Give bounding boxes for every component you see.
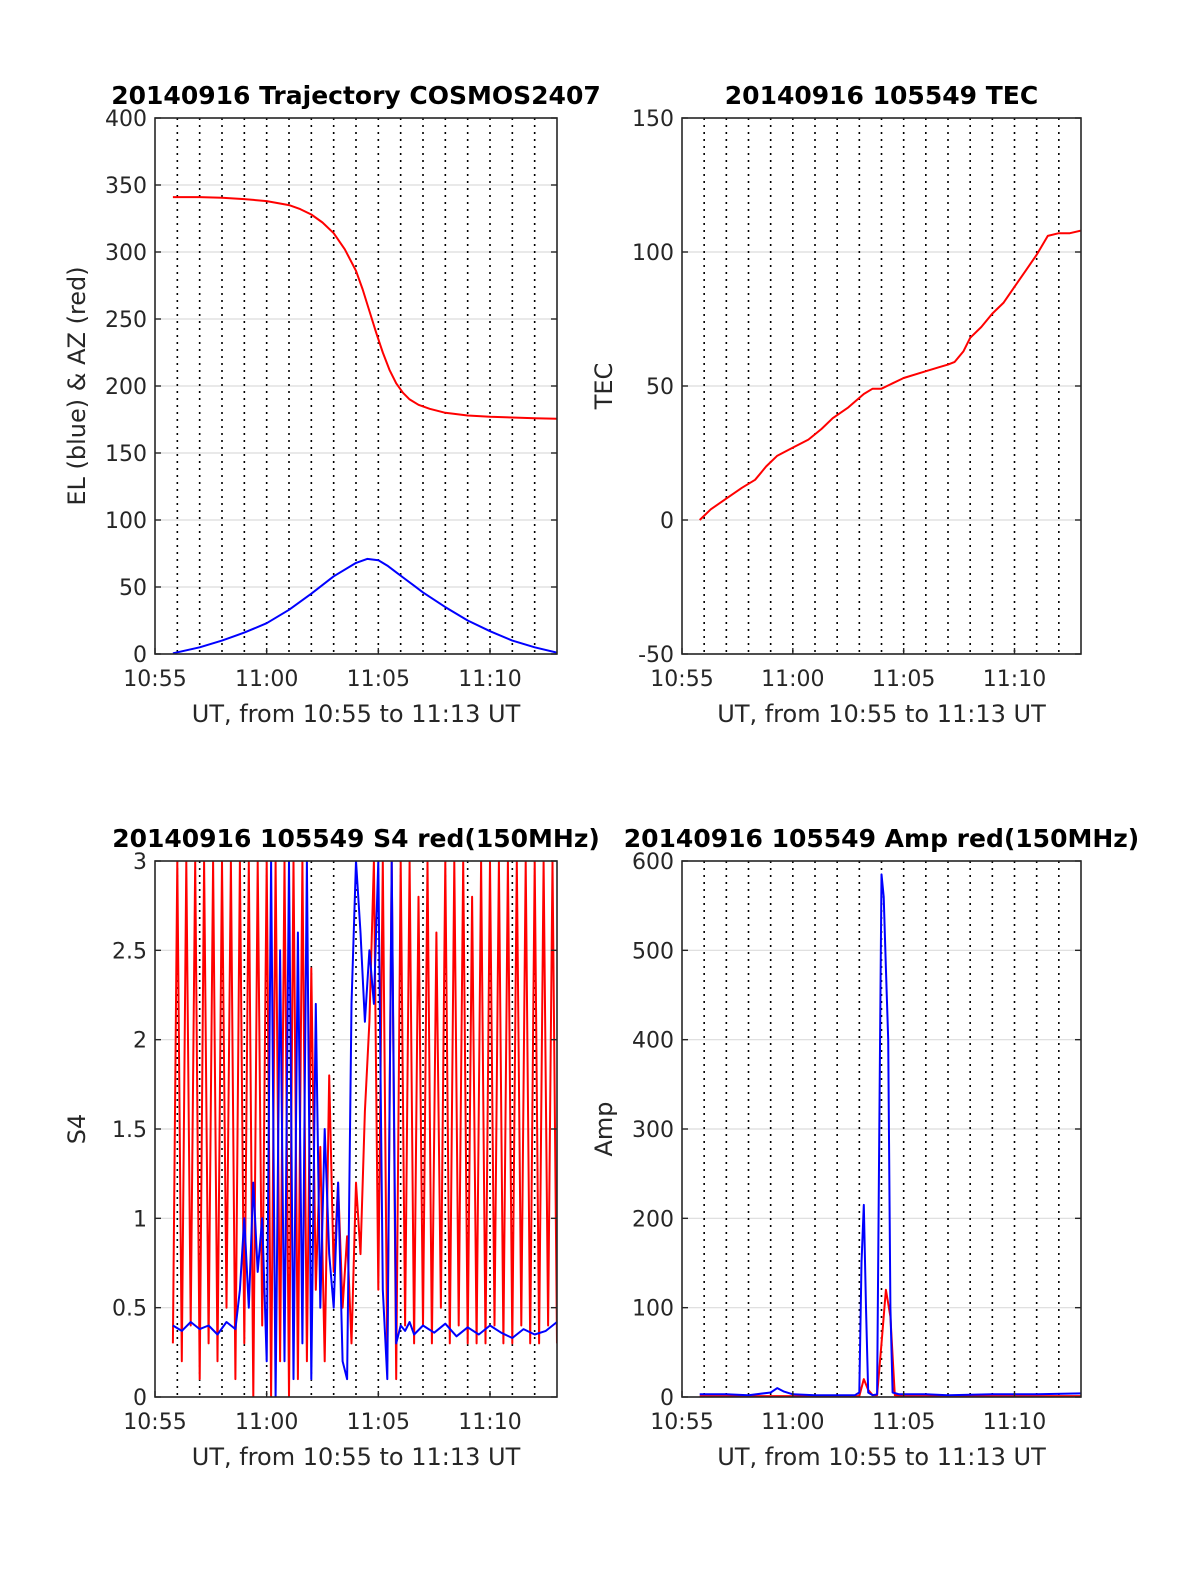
chart-trajectory: 0 50 100 150 200 250 300 350 400 10:55 11:00 11:05 1… <box>63 81 601 728</box>
chart-s4: 0 0.5 1 1.5 2 2.5 3 10:55 11:00 11:05 11:10 2014091… <box>63 824 600 1471</box>
y-axis-label: S4 <box>63 1114 91 1145</box>
y-tick-label: 0 <box>133 1386 147 1411</box>
chart-tec: -50 0 50 100 150 10:55 11:00 11:05 11:10 20140916… <box>590 81 1082 728</box>
x-tick-label: 11:00 <box>761 667 824 692</box>
y-tick-label: 150 <box>105 442 147 467</box>
x-axis-label: UT, from 10:55 to 11:13 UT <box>717 700 1046 728</box>
x-axis-label: UT, from 10:55 to 11:13 UT <box>717 1443 1046 1471</box>
chart-title: 20140916 105549 Amp red(150MHz) <box>624 824 1140 853</box>
y-tick-label: 3 <box>133 850 147 875</box>
x-tick-label: 11:10 <box>983 667 1046 692</box>
y-tick-label: 2.5 <box>112 939 147 964</box>
x-tick-label: 10:55 <box>650 667 713 692</box>
x-tick-label: 11:00 <box>761 1410 824 1435</box>
y-axis-label: EL (blue) & AZ (red) <box>63 266 91 505</box>
y-tick-label: 50 <box>119 576 147 601</box>
y-tick-label: 50 <box>646 375 674 400</box>
series-line-0 <box>172 196 557 420</box>
y-tick-label: 400 <box>632 1029 674 1054</box>
x-tick-label: 11:10 <box>458 1410 521 1435</box>
series-line-0 <box>171 861 557 1397</box>
y-tick-label: 600 <box>632 850 674 875</box>
series-line-1 <box>172 557 557 654</box>
chart-title: 20140916 105549 S4 red(150MHz) <box>112 824 600 853</box>
y-tick-label: 100 <box>632 1297 674 1322</box>
y-tick-label: 1.5 <box>112 1118 147 1143</box>
y-tick-label: 0 <box>660 1386 674 1411</box>
chart-title: 20140916 105549 TEC <box>725 81 1038 110</box>
x-axis-label: UT, from 10:55 to 11:13 UT <box>192 700 521 728</box>
x-tick-label: 11:00 <box>235 667 298 692</box>
y-tick-label: 200 <box>632 1207 674 1232</box>
x-tick-label: 10:55 <box>650 1410 713 1435</box>
y-tick-label: 1 <box>133 1207 147 1232</box>
y-tick-label: -50 <box>638 643 674 668</box>
y-tick-label: 250 <box>105 308 147 333</box>
x-tick-label: 11:05 <box>872 667 935 692</box>
y-tick-label: 350 <box>105 174 147 199</box>
series-line-0 <box>699 229 1081 521</box>
y-axis-label: Amp <box>590 1101 618 1156</box>
y-tick-label: 100 <box>105 509 147 534</box>
x-tick-label: 10:55 <box>123 667 186 692</box>
chart-amp: 0 100 200 300 400 500 600 10:55 11:00 11:05 11:10 2… <box>590 824 1139 1471</box>
x-tick-label: 11:05 <box>347 667 410 692</box>
y-tick-label: 300 <box>632 1118 674 1143</box>
chart-title: 20140916 Trajectory COSMOS2407 <box>111 81 601 110</box>
y-tick-label: 0 <box>660 509 674 534</box>
x-axis-label: UT, from 10:55 to 11:13 UT <box>192 1443 521 1471</box>
x-tick-label: 11:05 <box>347 1410 410 1435</box>
y-tick-label: 400 <box>105 107 147 132</box>
y-tick-label: 0.5 <box>112 1297 147 1322</box>
y-tick-label: 2 <box>133 1029 147 1054</box>
y-tick-label: 150 <box>632 107 674 132</box>
series-line-0 <box>699 1288 1081 1397</box>
y-tick-label: 100 <box>632 241 674 266</box>
y-axis-label: TEC <box>590 363 618 411</box>
x-tick-label: 11:00 <box>235 1410 298 1435</box>
series-line-1 <box>172 861 557 1397</box>
x-tick-label: 11:10 <box>458 667 521 692</box>
y-tick-label: 300 <box>105 241 147 266</box>
x-tick-label: 11:10 <box>983 1410 1046 1435</box>
x-tick-label: 10:55 <box>123 1410 186 1435</box>
y-tick-label: 500 <box>632 939 674 964</box>
series-line-1 <box>699 873 1081 1397</box>
y-tick-label: 0 <box>133 643 147 668</box>
x-tick-label: 11:05 <box>872 1410 935 1435</box>
y-tick-label: 200 <box>105 375 147 400</box>
